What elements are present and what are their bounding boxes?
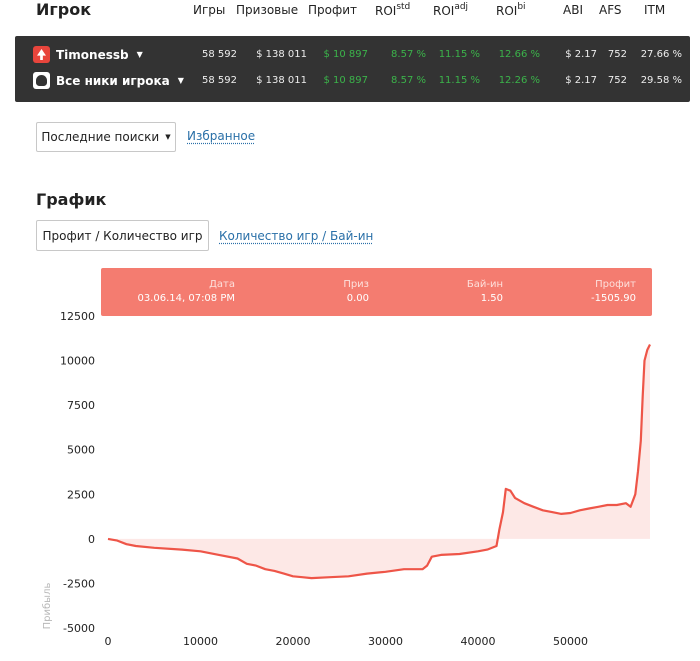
recent-searches-dropdown[interactable]: Последние поиски ▼ [36, 122, 176, 152]
tab-games-buyin[interactable]: Количество игр / Бай-ин [219, 229, 374, 243]
roi-bi-value: 12.66 % [498, 49, 540, 60]
games-value: 58 592 [202, 49, 237, 60]
nickname-label: Все ники игрока [56, 73, 170, 88]
y-tick-label: 5000 [67, 444, 95, 457]
x-tick-label: 40000 [461, 635, 496, 648]
x-tick-label: 0 [105, 635, 112, 648]
roi-std-value: 8.57 % [391, 49, 426, 60]
profit-series-line[interactable] [107, 344, 651, 580]
y-tick-label: 12500 [60, 310, 95, 323]
tooltip-prize-label: Приз [343, 279, 369, 290]
caret-down-icon: ▼ [136, 50, 143, 59]
player-stats-panel: Timonessb ▼ 58 592 $ 138 011 $ 10 897 8.… [15, 36, 690, 102]
group-icon [33, 72, 50, 89]
recent-searches-label: Последние поиски [41, 130, 160, 144]
itm-column-header[interactable]: ITM [644, 3, 666, 17]
abi-column-header[interactable]: ABI [563, 3, 583, 17]
tooltip-prize-value: 0.00 [346, 293, 369, 304]
favorites-link[interactable]: Избранное [187, 129, 256, 143]
prize-column-header[interactable]: Призовые [236, 3, 299, 17]
y-tick-label: 0 [88, 533, 95, 546]
abi-value: $ 2.17 [565, 49, 597, 60]
profit-value: $ 10 897 [323, 75, 368, 86]
graph-title: График [36, 190, 107, 209]
caret-down-icon: ▼ [165, 133, 171, 141]
profit-column-header[interactable]: Профит [308, 3, 358, 17]
tooltip-date-label: Дата [209, 279, 235, 290]
tooltip-profit-label: Профит [595, 279, 636, 290]
y-tick-label: 10000 [60, 355, 95, 368]
games-column-header[interactable]: Игры [193, 3, 226, 17]
tooltip-profit-value: -1505.90 [591, 293, 636, 304]
prize-value: $ 138 011 [256, 49, 307, 60]
x-tick-label: 20000 [276, 635, 311, 648]
profit-area-fill [108, 344, 650, 579]
pokerstars-icon [33, 46, 50, 63]
roi-adj-value: 11.15 % [438, 75, 480, 86]
afs-value: 752 [607, 75, 627, 86]
roi-adj-value: 11.15 % [438, 49, 480, 60]
prize-value: $ 138 011 [256, 75, 307, 86]
afs-value: 752 [607, 49, 627, 60]
y-tick-label: 7500 [67, 399, 95, 412]
roi-bi-value: 12.26 % [498, 75, 540, 86]
chart-tooltip: Дата 03.06.14, 07:08 PM Приз 0.00 Бай-ин… [101, 268, 652, 316]
nickname-label: Timonessb [56, 47, 129, 62]
roi-adj-column-header[interactable]: ROIadj [433, 2, 469, 18]
all-nicks-dropdown[interactable]: Все ники игрока ▼ [33, 72, 184, 89]
itm-value: 29.58 % [640, 75, 682, 86]
afs-column-header[interactable]: AFS [599, 3, 622, 17]
y-tick-label: -2500 [63, 577, 95, 590]
x-tick-label: 50000 [553, 635, 588, 648]
abi-value: $ 2.17 [565, 75, 597, 86]
x-tick-label: 30000 [368, 635, 403, 648]
tooltip-buyin-value: 1.50 [480, 293, 503, 304]
table-row: Timonessb ▼ 58 592 $ 138 011 $ 10 897 8.… [15, 42, 690, 68]
tab-profit-games[interactable]: Профит / Количество игр [36, 220, 209, 251]
table-row: Все ники игрока ▼ 58 592 $ 138 011 $ 10 … [15, 68, 690, 94]
x-tick-label: 10000 [183, 635, 218, 648]
caret-down-icon: ▼ [177, 76, 184, 85]
y-tick-label: -5000 [63, 622, 95, 635]
profit-chart[interactable]: 12500 10000 7500 5000 2500 0 -2500 -5000 0 10000… [0, 266, 700, 661]
y-axis-label: Прибыль [42, 583, 53, 630]
tooltip-date-value: 03.06.14, 07:08 PM [137, 293, 235, 304]
itm-value: 27.66 % [640, 49, 682, 60]
roi-bi-column-header[interactable]: ROIbi [496, 2, 526, 18]
stats-header: Игрок Игры Призовые Профит ROIstd ROIadj… [0, 0, 700, 28]
y-tick-label: 2500 [67, 488, 95, 501]
games-value: 58 592 [202, 75, 237, 86]
profit-value: $ 10 897 [323, 49, 368, 60]
roi-std-column-header[interactable]: ROIstd [375, 2, 411, 18]
tooltip-buyin-label: Бай-ин [466, 279, 503, 290]
roi-std-value: 8.57 % [391, 75, 426, 86]
player-column-header: Игрок [36, 0, 92, 19]
nickname-dropdown[interactable]: Timonessb ▼ [33, 46, 143, 63]
